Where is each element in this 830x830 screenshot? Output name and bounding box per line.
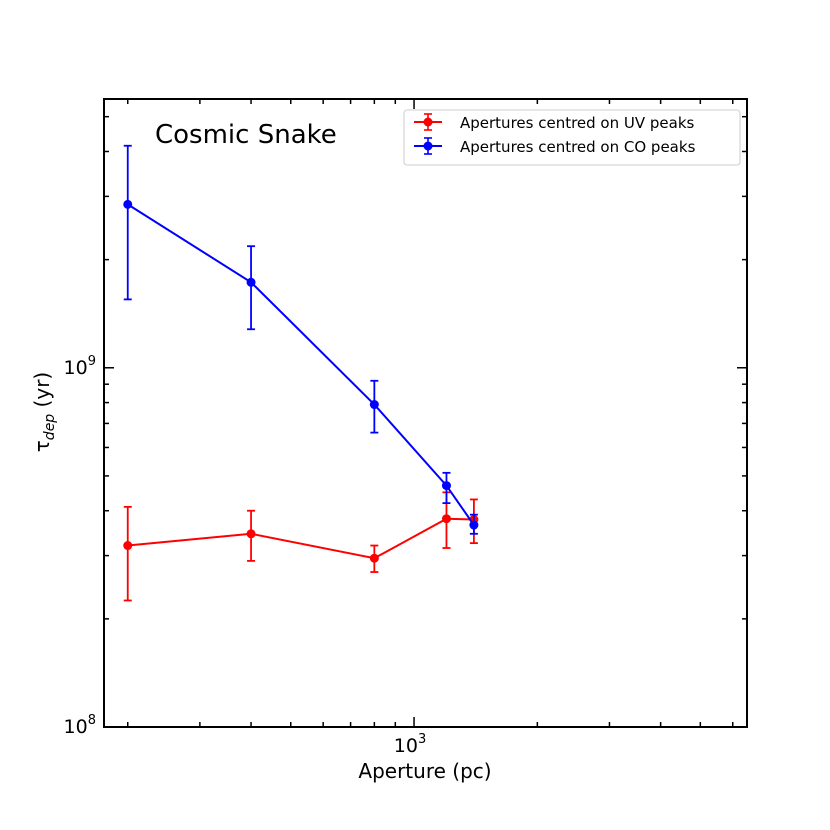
data-point: [123, 199, 133, 209]
y-axis-label-unit: (yr): [30, 372, 54, 414]
data-point: [123, 541, 133, 551]
y-tick-label-exp: 8: [88, 713, 96, 728]
y-axis-label: τdep (yr): [30, 372, 58, 452]
legend-label-uv: Apertures centred on UV peaks: [460, 114, 695, 132]
legend-label-co: Apertures centred on CO peaks: [460, 138, 696, 156]
annotation-cosmic-snake: Cosmic Snake: [155, 120, 337, 150]
y-tick-label-base: 10: [64, 716, 88, 738]
x-tick-label: 103: [394, 732, 426, 757]
series-line: [127, 203, 475, 526]
legend: Apertures centred on UV peaks Apertures …: [403, 109, 741, 166]
series-layer: [123, 144, 479, 602]
y-tick-label-base: 10: [64, 357, 88, 379]
y-tick-label: 108: [64, 713, 96, 738]
y-axis-label-subscript: dep: [42, 414, 58, 441]
y-tick-label: 109: [64, 354, 96, 379]
series-line: [127, 517, 474, 560]
series-1: [123, 144, 479, 535]
data-point: [369, 400, 379, 410]
data-point: [246, 529, 256, 539]
x-tick-label-base: 10: [394, 735, 418, 757]
legend-entry-co: Apertures centred on CO peaks: [414, 137, 696, 156]
x-axis-label: Aperture (pc): [358, 759, 491, 783]
legend-marker: [423, 117, 433, 127]
plot-area: [103, 98, 748, 728]
data-point: [441, 514, 451, 524]
x-tick-label-exp: 3: [418, 732, 426, 747]
y-axis-label-symbol: τ: [30, 440, 54, 452]
series-0: [123, 491, 479, 602]
data-point: [441, 481, 451, 491]
data-point: [469, 520, 479, 530]
legend-marker: [423, 141, 433, 151]
data-point: [369, 553, 379, 563]
data-point: [246, 277, 256, 287]
legend-frame: [403, 109, 741, 166]
plot-frame: [103, 98, 748, 728]
legend-entry-uv: Apertures centred on UV peaks: [414, 113, 695, 132]
y-tick-label-exp: 9: [88, 354, 96, 369]
